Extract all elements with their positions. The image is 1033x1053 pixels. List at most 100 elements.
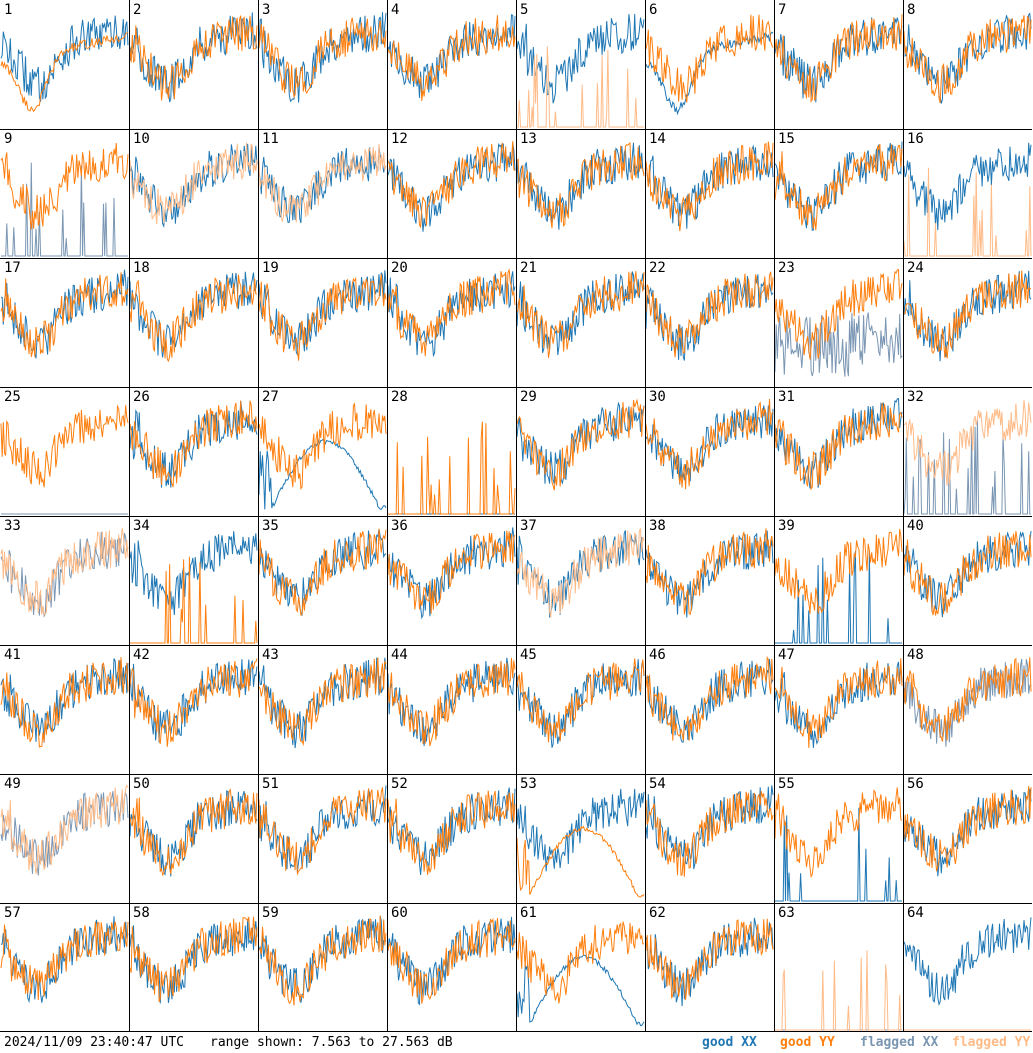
panel-plot — [0, 784, 129, 876]
antenna-panel-30: 30 — [645, 387, 774, 516]
panel-number: 36 — [391, 518, 408, 534]
panel-number: 55 — [778, 776, 795, 792]
series-yy — [903, 531, 1032, 616]
panel-number: 12 — [391, 131, 408, 147]
antenna-panel-10: 10 — [129, 129, 258, 258]
antenna-panel-21: 21 — [516, 258, 645, 387]
panel-number: 32 — [907, 389, 924, 405]
panel-number: 58 — [133, 905, 150, 921]
panel-plot — [129, 531, 258, 644]
panel-number: 13 — [520, 131, 537, 147]
series-xx — [645, 274, 774, 361]
panel-plot — [129, 142, 258, 229]
antenna-panel-17: 17 — [0, 258, 129, 387]
panel-plot — [0, 15, 129, 113]
panel-number: 4 — [391, 2, 400, 18]
series-yy — [129, 788, 258, 877]
series-yy — [903, 399, 1032, 486]
series-yy — [387, 657, 516, 747]
series-xx — [645, 659, 774, 743]
panel-number: 44 — [391, 647, 408, 663]
panel-plot — [516, 528, 645, 618]
antenna-panel-3: 3 — [258, 0, 387, 129]
series-yy — [903, 657, 1032, 742]
series-yy — [645, 398, 774, 490]
antenna-panel-55: 55 — [774, 774, 903, 903]
panel-number: 50 — [133, 776, 150, 792]
series-yy — [0, 143, 129, 230]
antenna-panel-34: 34 — [129, 516, 258, 645]
antenna-panel-39: 39 — [774, 516, 903, 645]
panel-number: 30 — [649, 389, 666, 405]
series-xx — [774, 312, 903, 377]
series-yy — [516, 141, 645, 229]
antenna-panel-26: 26 — [129, 387, 258, 516]
antenna-panel-28: 28 — [387, 387, 516, 516]
panel-plot — [0, 404, 129, 515]
series-xx — [645, 530, 774, 618]
series-yy — [129, 15, 258, 101]
antenna-panel-62: 62 — [645, 903, 774, 1032]
antenna-panel-41: 41 — [0, 645, 129, 774]
series-yy — [387, 268, 516, 357]
series-yy — [387, 15, 516, 101]
panel-plot — [387, 268, 516, 358]
series-yy — [129, 658, 258, 747]
series-yy — [258, 657, 387, 747]
antenna-panel-5: 5 — [516, 0, 645, 129]
series-yy — [129, 400, 258, 488]
panel-number: 54 — [649, 776, 666, 792]
antenna-panel-58: 58 — [129, 903, 258, 1032]
antenna-panel-18: 18 — [129, 258, 258, 387]
antenna-panel-4: 4 — [387, 0, 516, 129]
series-yy — [129, 916, 258, 1002]
panel-number: 43 — [262, 647, 279, 663]
series-xx — [774, 661, 903, 748]
panel-plot — [258, 402, 387, 510]
antenna-panel-52: 52 — [387, 774, 516, 903]
antenna-panel-20: 20 — [387, 258, 516, 387]
antenna-panel-35: 35 — [258, 516, 387, 645]
panel-number: 57 — [4, 905, 21, 921]
series-yy — [258, 915, 387, 1006]
antenna-panel-59: 59 — [258, 903, 387, 1032]
panel-number: 26 — [133, 389, 150, 405]
series-xx — [774, 17, 903, 103]
panel-plot — [258, 12, 387, 103]
panel-plot — [774, 14, 903, 103]
series-xx — [387, 14, 516, 98]
series-xx — [903, 917, 1032, 1007]
series-xx — [645, 917, 774, 1007]
panel-number: 64 — [907, 905, 924, 921]
antenna-panel-16: 16 — [903, 129, 1032, 258]
grid-line-horizontal — [0, 1031, 1032, 1032]
series-xx — [387, 271, 516, 358]
panel-number: 7 — [778, 2, 787, 18]
panel-plot — [903, 917, 1032, 1031]
panel-plot — [129, 788, 258, 877]
antenna-panel-33: 33 — [0, 516, 129, 645]
series-yy — [774, 269, 903, 360]
panel-number: 41 — [4, 647, 21, 663]
panel-plot — [774, 787, 903, 902]
series-yy — [387, 530, 516, 614]
panel-number: 46 — [649, 647, 666, 663]
series-xx — [903, 142, 1032, 231]
panel-plot — [129, 400, 258, 488]
series-yy — [387, 790, 516, 875]
series-yy — [774, 14, 903, 103]
series-yy — [903, 167, 1032, 257]
panel-number: 22 — [649, 260, 666, 276]
panel-plot — [258, 915, 387, 1006]
panel-plot — [774, 398, 903, 491]
grid-line-vertical — [774, 0, 775, 1032]
panel-number: 59 — [262, 905, 279, 921]
antenna-panel-49: 49 — [0, 774, 129, 903]
panel-plot — [516, 271, 645, 359]
panel-number: 23 — [778, 260, 795, 276]
panel-plot — [903, 657, 1032, 747]
antenna-panel-24: 24 — [903, 258, 1032, 387]
panel-number: 49 — [4, 776, 21, 792]
panel-plot — [903, 12, 1032, 104]
panel-plot — [645, 655, 774, 743]
